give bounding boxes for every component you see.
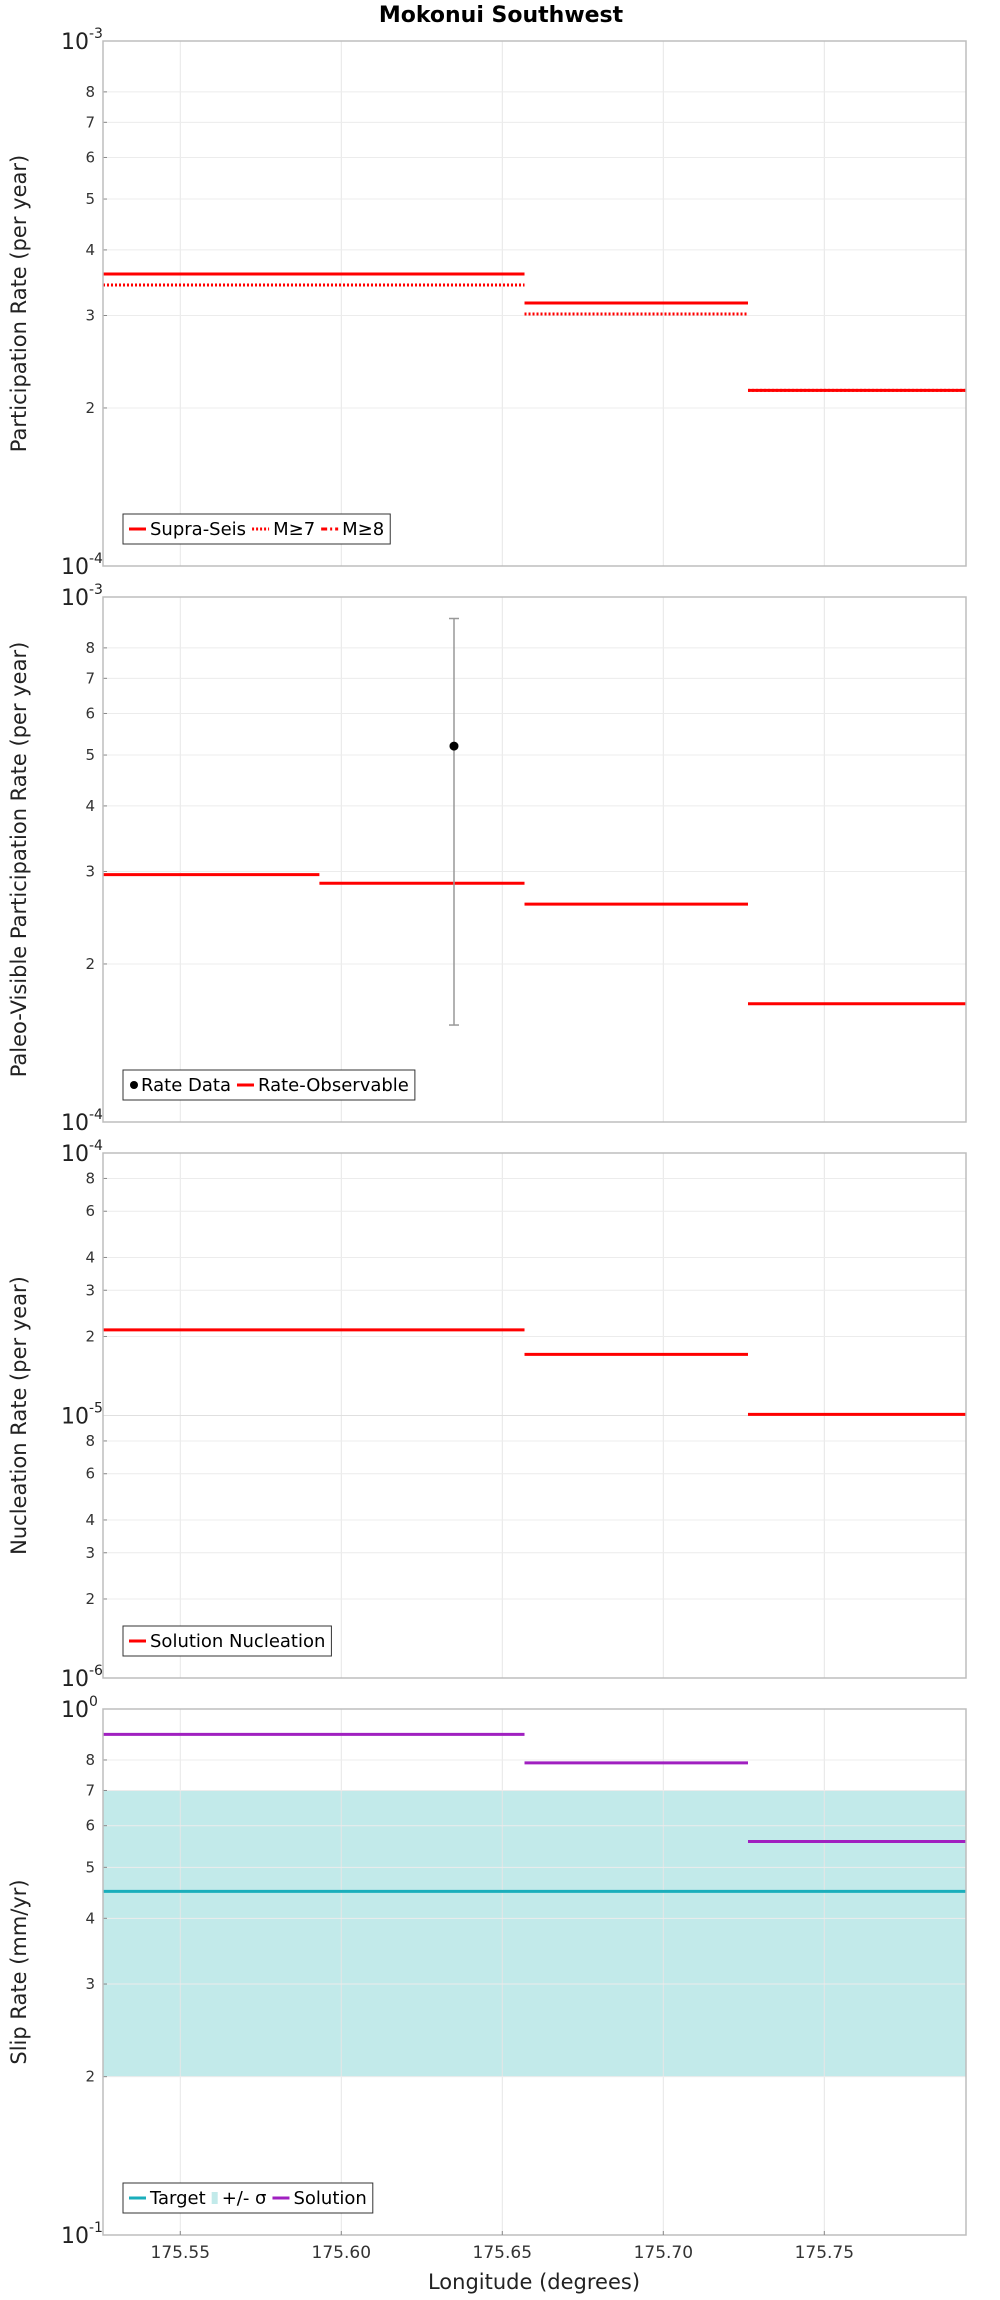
chart-title: Mokonui Southwest — [379, 3, 624, 28]
legend: Target +/- σ Solution — [122, 2182, 374, 2214]
legend-box — [122, 1625, 332, 1657]
y-tick-label: 3 — [85, 1975, 95, 1993]
y-tick-label: 6 — [85, 1817, 95, 1835]
y-tick-label: 3 — [85, 1544, 95, 1562]
y-tick-label: 7 — [85, 113, 95, 131]
y-tick-label-major: 10 — [61, 1142, 89, 1167]
plot-frame — [102, 40, 967, 567]
y-tick-label-major: 10 — [61, 30, 89, 55]
y-tick-label: 4 — [85, 1511, 95, 1529]
y-tick-label: 8 — [85, 83, 95, 101]
y-tick-label: 4 — [85, 1248, 95, 1266]
legend-label: Solution Nucleation — [150, 1631, 325, 1652]
y-tick-label: 2 — [85, 1590, 95, 1608]
x-axis: 175.55 175.60 175.65 175.70 175.75 — [151, 2231, 854, 2263]
x-tick-label: 175.70 — [634, 2243, 693, 2263]
plot-area — [103, 597, 966, 1122]
y-tick-label: 8 — [85, 1751, 95, 1769]
legend: Solution Nucleation — [122, 1625, 332, 1657]
y-tick-label: 3 — [85, 863, 95, 881]
y-tick-label: 2 — [85, 1327, 95, 1345]
legend-label: M≥7 — [273, 519, 315, 540]
y-tick-exponent: -3 — [89, 26, 103, 42]
y-tick-label: 8 — [85, 1169, 95, 1187]
y-tick-label: 3 — [85, 307, 95, 325]
legend-swatch — [211, 2192, 218, 2204]
y-tick-exponent: -3 — [89, 582, 103, 598]
y-tick-exponent: -1 — [89, 2220, 103, 2236]
y-tick-label-major: 10 — [61, 1405, 89, 1430]
legend-label: Target — [149, 2188, 206, 2209]
legend-label: +/- σ — [222, 2188, 267, 2209]
series-solution — [103, 1732, 966, 1843]
x-tick-label: 175.75 — [795, 2243, 854, 2263]
rate-data-point — [449, 741, 459, 751]
legend-label: Rate Data — [141, 1075, 231, 1096]
y-tick-exponent: -6 — [89, 1663, 103, 1679]
y-tick-label: 4 — [85, 797, 95, 815]
y-tick-label: 2 — [85, 2068, 95, 2086]
plot-frame — [102, 1152, 967, 1679]
y-tick-label: 6 — [85, 1202, 95, 1220]
legend-label: Supra-Seis — [150, 519, 246, 540]
x-tick-label: 175.65 — [473, 2243, 532, 2263]
y-tick-label-major: 10 — [61, 555, 89, 580]
y-tick-label-major: 10 — [61, 1667, 89, 1692]
y-tick-exponent: -4 — [89, 551, 103, 567]
y-axis-label: Slip Rate (mm/yr) — [7, 1879, 31, 2064]
y-tick-label: 7 — [85, 1781, 95, 1799]
y-tick-label-major: 10 — [61, 1698, 89, 1723]
legend-label: M≥8 — [342, 519, 384, 540]
y-tick-label: 6 — [85, 704, 95, 722]
y-tick-label: 6 — [85, 1465, 95, 1483]
y-tick-label: 2 — [85, 955, 95, 973]
x-tick-label: 175.60 — [312, 2243, 371, 2263]
plot-frame — [102, 596, 967, 1123]
y-tick-label: 8 — [85, 639, 95, 657]
y-tick-label: 2 — [85, 399, 95, 417]
series-m-7 — [103, 283, 966, 392]
legend-label: Solution — [293, 2188, 366, 2209]
y-axis-label: Paleo-Visible Participation Rate (per ye… — [7, 642, 31, 1078]
y-tick-label: 6 — [85, 148, 95, 166]
y-tick-label: 7 — [85, 669, 95, 687]
legend-box — [122, 1069, 416, 1101]
legend-box — [122, 2182, 374, 2214]
y-tick-label-major: 10 — [61, 2224, 89, 2249]
y-tick-label-major: 10 — [61, 1111, 89, 1136]
legend-label: Rate-Observable — [258, 1075, 409, 1096]
y-tick-label: 4 — [85, 241, 95, 259]
y-tick-label-major: 10 — [61, 586, 89, 611]
y-tick-label: 3 — [85, 1281, 95, 1299]
plot-frame — [102, 1708, 967, 2236]
x-axis-label: Longitude (degrees) — [428, 2270, 640, 2294]
series-solution-nucleation — [103, 1328, 966, 1416]
y-tick-label: 4 — [85, 1909, 95, 1927]
y-tick-exponent: 0 — [89, 1694, 98, 1710]
legend-marker — [130, 1081, 138, 1089]
legend: Rate Data Rate-Observable — [122, 1069, 416, 1101]
y-tick-exponent: -5 — [89, 1401, 103, 1417]
y-tick-exponent: -4 — [89, 1107, 103, 1123]
x-tick-label: 175.55 — [151, 2243, 210, 2263]
y-tick-exponent: -4 — [89, 1138, 103, 1154]
y-axis-label: Participation Rate (per year) — [7, 155, 31, 452]
y-tick-label: 8 — [85, 1432, 95, 1450]
series-rate-observable — [103, 873, 966, 1006]
y-tick-label: 5 — [85, 1858, 95, 1876]
legend: Supra-Seis M≥7 M≥8 — [122, 513, 391, 545]
y-tick-label: 5 — [85, 190, 95, 208]
y-axis-label: Nucleation Rate (per year) — [7, 1276, 31, 1555]
y-tick-label: 5 — [85, 746, 95, 764]
sigma-band — [103, 1790, 966, 2077]
